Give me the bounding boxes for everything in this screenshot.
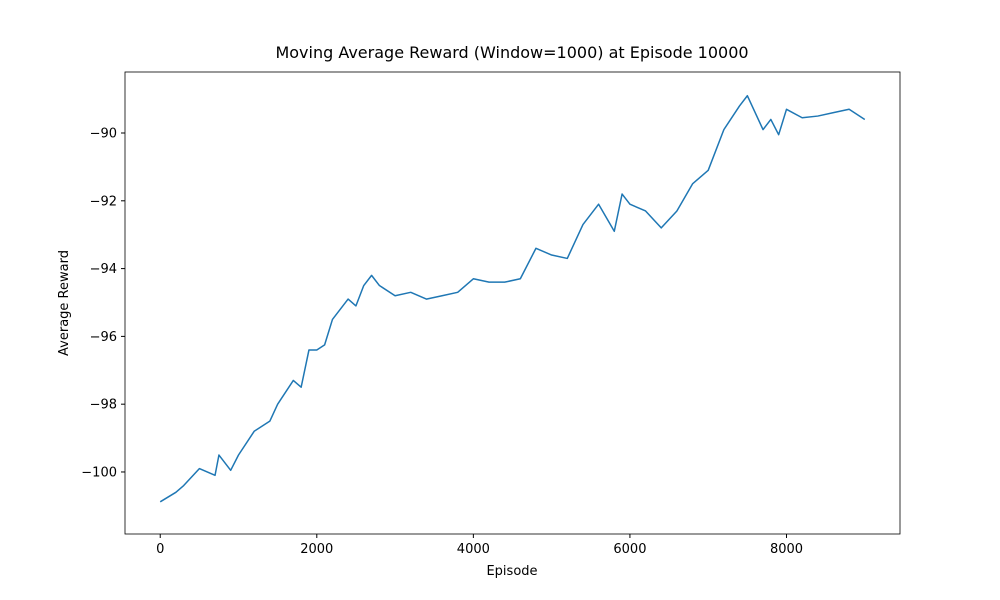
- y-tick-label: −94: [90, 262, 117, 277]
- x-tick-label: 4000: [457, 542, 490, 557]
- y-tick-label: −92: [90, 194, 117, 209]
- chart-title: Moving Average Reward (Window=1000) at E…: [275, 43, 748, 62]
- y-axis-label: Average Reward: [57, 250, 72, 356]
- y-tick-label: −96: [90, 330, 117, 345]
- plot-frame: [124, 71, 901, 535]
- x-tick-label: 0: [156, 542, 164, 557]
- data-line: [159, 94, 866, 503]
- x-axis-label: Episode: [486, 564, 537, 579]
- y-tick-label: −98: [90, 398, 117, 413]
- x-tick-label: 2000: [300, 542, 333, 557]
- x-tick-label: 6000: [613, 542, 646, 557]
- y-tick-label: −100: [81, 465, 117, 480]
- y-tick-label: −90: [90, 127, 117, 142]
- x-tick-label: 8000: [770, 542, 803, 557]
